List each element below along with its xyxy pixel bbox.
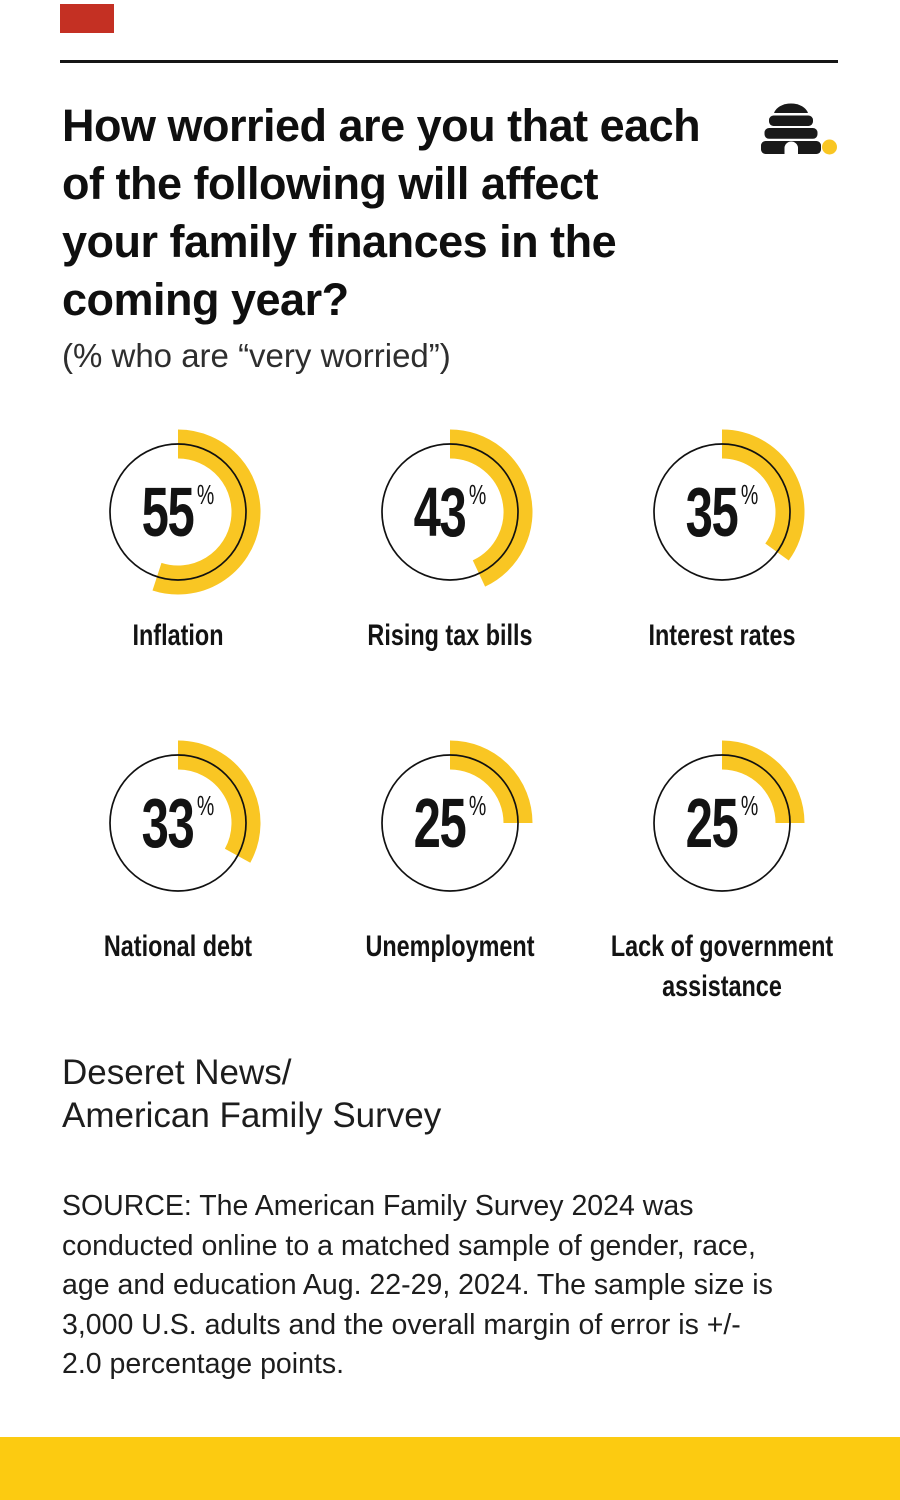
beehive-door bbox=[784, 141, 798, 154]
page-title: How worried are you that each of the fol… bbox=[62, 100, 701, 325]
donut-grid-row-2: 33 % National debt 25 % Unemployment bbox=[42, 731, 858, 1007]
donut-ring: 43 % bbox=[358, 420, 542, 604]
percent-value-group: 35 % bbox=[658, 420, 787, 604]
percent-value-group: 55 % bbox=[114, 420, 243, 604]
chart-label: Rising tax bills bbox=[367, 619, 533, 652]
donut-grid-row-1: 55 % Inflation 43 % Rising tax bills bbox=[42, 420, 858, 656]
donut-chart: 55 % Inflation bbox=[42, 420, 314, 656]
donut-chart: 25 % Lack of government assistance bbox=[586, 731, 858, 1007]
donut-ring-svg bbox=[381, 429, 533, 587]
percent-value: 33 bbox=[141, 784, 195, 862]
percent-sign: % bbox=[740, 790, 759, 821]
donut-chart: 35 % Interest rates bbox=[586, 420, 858, 656]
donut-chart: 25 % Unemployment bbox=[314, 731, 586, 1007]
page-subtitle: (% who are “very worried”) bbox=[62, 337, 451, 374]
donut-outline-circle bbox=[109, 754, 247, 892]
donut-outline-circle bbox=[381, 443, 519, 581]
donut-ring: 25 % bbox=[630, 731, 814, 915]
source-note: SOURCE: The American Family Survey 2024 … bbox=[62, 1190, 773, 1380]
donut-outline-circle bbox=[653, 443, 791, 581]
donut-ring-svg bbox=[653, 740, 805, 892]
percent-sign: % bbox=[468, 479, 487, 510]
donut-ring: 25 % bbox=[358, 731, 542, 915]
percent-value-group: 25 % bbox=[386, 731, 515, 915]
donut-ring-svg bbox=[109, 740, 261, 892]
percent-sign: % bbox=[468, 790, 487, 821]
donut-outline-circle bbox=[381, 754, 519, 892]
donut-ring-svg bbox=[381, 740, 533, 892]
percent-value-group: 43 % bbox=[386, 420, 515, 604]
percent-value: 25 bbox=[685, 784, 739, 862]
donut-chart: 33 % National debt bbox=[42, 731, 314, 1007]
donut-outline-circle bbox=[653, 754, 791, 892]
top-rule bbox=[60, 60, 838, 63]
percent-sign: % bbox=[196, 790, 215, 821]
percent-value: 55 bbox=[141, 473, 195, 551]
chart-label: National debt bbox=[103, 930, 253, 963]
beehive-icon bbox=[761, 103, 837, 155]
logo-yellow-dot bbox=[822, 139, 837, 155]
percent-value-group: 33 % bbox=[114, 731, 243, 915]
donut-ring: 55 % bbox=[86, 420, 270, 604]
donut-ring: 33 % bbox=[86, 731, 270, 915]
donut-ring-svg bbox=[653, 429, 805, 581]
donut-outline-circle bbox=[109, 443, 247, 581]
chart-label: Interest rates bbox=[648, 619, 796, 652]
chart-label: Lack of government assistance bbox=[610, 930, 834, 1003]
percent-value: 43 bbox=[413, 473, 467, 551]
percent-sign: % bbox=[740, 479, 759, 510]
percent-value: 25 bbox=[413, 784, 467, 862]
donut-ring: 35 % bbox=[630, 420, 814, 604]
red-brand-mark bbox=[60, 4, 114, 33]
deseret-news-beehive-logo bbox=[760, 96, 840, 160]
percent-sign: % bbox=[196, 479, 215, 510]
credit-line: Deseret News/ American Family Survey bbox=[62, 1053, 442, 1135]
bottom-yellow-bar bbox=[0, 1437, 900, 1500]
percent-value-group: 25 % bbox=[658, 731, 787, 915]
donut-ring-svg bbox=[109, 429, 261, 595]
donut-chart: 43 % Rising tax bills bbox=[314, 420, 586, 656]
chart-label: Unemployment bbox=[365, 930, 535, 963]
percent-value: 35 bbox=[685, 473, 739, 551]
chart-label: Inflation bbox=[132, 619, 224, 652]
